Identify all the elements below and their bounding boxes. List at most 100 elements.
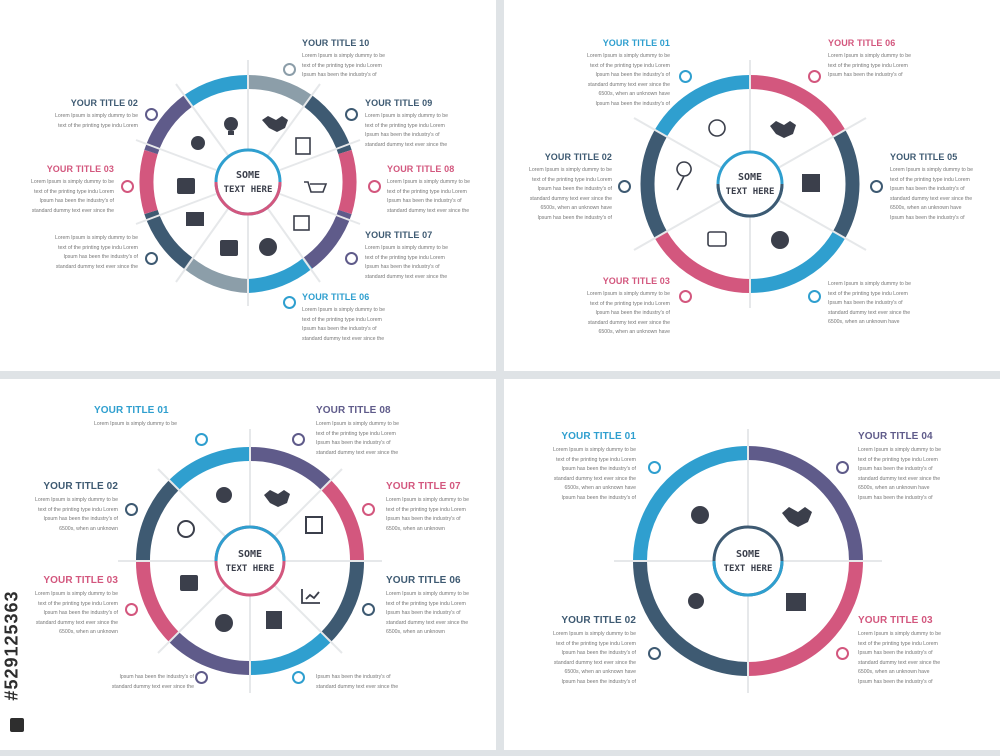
item-dot [125, 503, 138, 516]
document-icon [266, 611, 282, 629]
item-title: YOUR TITLE 03 [43, 575, 118, 586]
panel2-item-04: Lorem Ipsum is simply dummy to be text of… [828, 276, 936, 328]
panel3-item-05: Ipsum has been the industry's of standard… [316, 669, 424, 692]
item-title: YOUR TITLE 08 [387, 164, 455, 174]
item-dot [870, 180, 883, 193]
bulb-base-icon [228, 131, 234, 135]
item-dot [145, 252, 158, 265]
item-title: YOUR TITLE 06 [828, 38, 896, 48]
center-text-line-1: SOME [738, 172, 762, 183]
item-title: YOUR TITLE 07 [386, 481, 461, 492]
wheel-diagram-1: SOME TEXT HERE [135, 60, 361, 306]
spokes-3 [118, 429, 382, 693]
pin-icon [191, 136, 205, 150]
panel3-item-04: Ipsum has been the industry's of standard… [86, 669, 194, 692]
chart-icon [301, 589, 320, 604]
item-desc: Lorem Ipsum is simply dummy to be text of… [302, 307, 386, 342]
item-title: YOUR TITLE 07 [365, 230, 433, 240]
item-desc: Lorem Ipsum is simply dummy to be text of… [316, 421, 400, 456]
item-desc: Lorem Ipsum is simply dummy to be text of… [552, 631, 636, 685]
handshake-icon [264, 490, 290, 507]
award-icon [771, 231, 789, 249]
item-title: YOUR TITLE 01 [602, 38, 670, 48]
panel1-item-07: YOUR TITLE 07 Lorem Ipsum is simply dumm… [365, 230, 473, 282]
item-desc: Lorem Ipsum is simply dummy to be text of… [365, 245, 449, 280]
item-title: YOUR TITLE 06 [302, 292, 370, 302]
panel2-item-01: YOUR TITLE 01 Lorem Ipsum is simply dumm… [562, 38, 670, 109]
item-dot [283, 63, 296, 76]
folder-icon [802, 174, 820, 192]
ring-arcs-2 [640, 74, 860, 294]
infographic-panel-3: SOME TEXT HERE YOUR TITLE 01 Lorem Ipsum… [0, 379, 496, 750]
wheel-diagram-3: SOME TEXT HERE [118, 429, 382, 693]
item-dot [679, 290, 692, 303]
item-desc: Lorem Ipsum is simply dummy to be text of… [552, 447, 636, 501]
item-dot [125, 603, 138, 616]
photo-icon [180, 575, 198, 591]
item-desc: Lorem Ipsum is simply dummy to be text of… [858, 631, 942, 685]
spokes-2 [633, 60, 867, 308]
item-title: YOUR TITLE 04 [858, 431, 933, 442]
item-title: YOUR TITLE 10 [302, 38, 370, 48]
item-title: YOUR TITLE 05 [890, 152, 958, 162]
item-dot [648, 647, 661, 660]
center-text-line-2: TEXT HERE [224, 185, 273, 195]
item-desc: Lorem Ipsum is simply dummy to be text of… [828, 281, 912, 325]
item-dot [145, 108, 158, 121]
panel3-item-01: YOUR TITLE 01 Lorem Ipsum is simply dumm… [94, 405, 202, 430]
item-title: YOUR TITLE 03 [858, 615, 933, 626]
item-desc: Lorem Ipsum is simply dummy to be text of… [365, 113, 449, 148]
pin-icon [177, 520, 195, 538]
item-title: YOUR TITLE 03 [46, 164, 114, 174]
center-text-line-2: TEXT HERE [726, 187, 775, 197]
panel1-item-10: YOUR TITLE 10 Lorem Ipsum is simply dumm… [302, 38, 410, 81]
item-desc: Lorem Ipsum is simply dummy to be text of… [890, 167, 974, 221]
item-dot [345, 108, 358, 121]
segment-icons-2 [676, 119, 820, 249]
item-desc: Lorem Ipsum is simply dummy to be text of… [386, 591, 470, 635]
item-desc: Lorem Ipsum is simply dummy to be text of… [586, 53, 670, 107]
presentation-icon [305, 516, 323, 534]
item-desc: Lorem Ipsum is simply dummy to be text of… [34, 591, 118, 635]
folder-icon [186, 212, 204, 226]
map-pin-icon [676, 161, 692, 191]
spokes-1 [135, 60, 361, 306]
item-desc: Lorem Ipsum is simply dummy to be text of… [586, 291, 670, 335]
item-title: YOUR TITLE 01 [561, 431, 636, 442]
stock-logo-icon [10, 718, 24, 732]
ring-arcs-4 [633, 446, 863, 676]
calendar-icon [293, 215, 310, 231]
item-title: YOUR TITLE 06 [386, 575, 461, 586]
item-desc: Lorem Ipsum is simply dummy to be text of… [386, 497, 470, 532]
item-desc: Lorem Ipsum is simply dummy to be text of… [302, 53, 386, 78]
item-dot [648, 461, 661, 474]
panel4-item-02: YOUR TITLE 02 Lorem Ipsum is simply dumm… [528, 615, 636, 687]
item-dot [283, 296, 296, 309]
spokes-4 [614, 429, 882, 693]
item-dot [808, 290, 821, 303]
item-title: YOUR TITLE 08 [316, 405, 391, 416]
center-text-line-1: SOME [236, 170, 260, 181]
wheel-diagram-4: SOME TEXT HERE [614, 429, 882, 693]
handshake-icon [770, 121, 796, 138]
bulb-icon [691, 506, 709, 524]
ring-arcs-3 [135, 446, 365, 676]
item-dot [679, 70, 692, 83]
photo-icon [177, 178, 195, 194]
panel3-item-03: YOUR TITLE 03 Lorem Ipsum is simply dumm… [10, 575, 118, 638]
center-text-line-1: SOME [736, 549, 760, 560]
panel1-item-03: YOUR TITLE 03 Lorem Ipsum is simply dumm… [6, 164, 114, 216]
cart-icon [304, 181, 328, 193]
bulb-icon [224, 117, 238, 131]
item-title: YOUR TITLE 02 [43, 481, 118, 492]
panel2-item-06: YOUR TITLE 06 Lorem Ipsum is simply dumm… [828, 38, 936, 81]
item-dot [362, 503, 375, 516]
item-title: YOUR TITLE 09 [365, 98, 433, 108]
panel3-item-02: YOUR TITLE 02 Lorem Ipsum is simply dumm… [10, 481, 118, 534]
item-dot [836, 461, 849, 474]
document-icon [295, 137, 311, 155]
item-dot [618, 180, 631, 193]
panel4-item-03: YOUR TITLE 03 Lorem Ipsum is simply dumm… [858, 615, 966, 687]
item-desc: Lorem Ipsum is simply dummy to be text of… [528, 167, 612, 221]
item-title: YOUR TITLE 03 [602, 276, 670, 286]
